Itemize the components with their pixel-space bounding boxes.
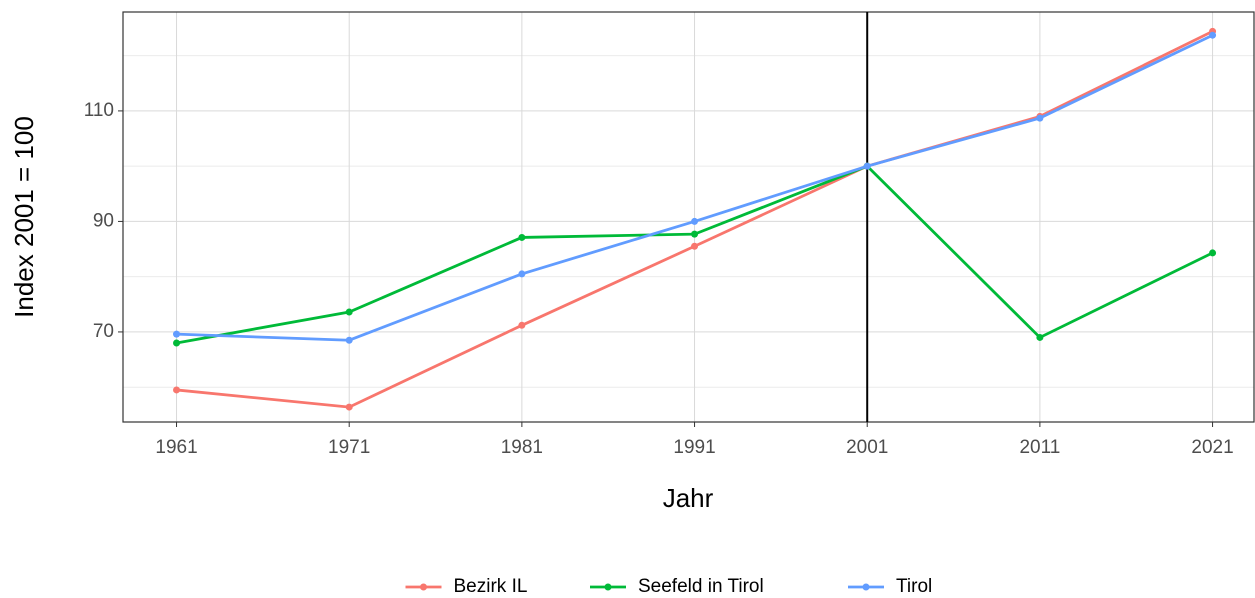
x-tick-label: 1961 [155,437,197,458]
legend-key-point [862,583,870,591]
point [691,242,699,250]
point [1036,114,1044,122]
point [345,308,353,316]
x-tick-label: 1981 [501,437,543,458]
point [1209,31,1217,39]
point [345,336,353,344]
legend-key-point [604,583,612,591]
point [173,386,181,394]
point [173,330,181,338]
y-tick-label: 90 [93,210,114,231]
x-tick-label: 1991 [673,437,715,458]
y-tick-label: 110 [84,100,114,121]
legend-label: Tirol [896,576,932,597]
point [345,403,353,411]
plot-border [122,11,1255,423]
x-tick-label: 2011 [1019,437,1060,458]
point [1036,333,1044,341]
y-tick-label: 70 [93,321,114,342]
point [518,233,526,241]
point [518,270,526,278]
x-tick-label: 2021 [1191,437,1233,458]
y-axis-title: Index 2001 = 100 [9,116,39,318]
point [863,162,871,170]
point [691,230,699,238]
point [1209,249,1217,257]
x-tick-label: 2001 [846,437,888,458]
legend-label: Seefeld in Tirol [638,576,764,597]
x-tick-label: 1971 [328,437,370,458]
legend-label: Bezirk IL [454,576,528,597]
x-axis-title: Jahr [663,483,714,513]
point [173,339,181,347]
point [518,321,526,329]
legend-key-point [420,583,427,591]
point [691,217,699,225]
